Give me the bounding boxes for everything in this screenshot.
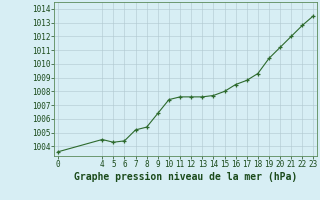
X-axis label: Graphe pression niveau de la mer (hPa): Graphe pression niveau de la mer (hPa) — [74, 172, 297, 182]
